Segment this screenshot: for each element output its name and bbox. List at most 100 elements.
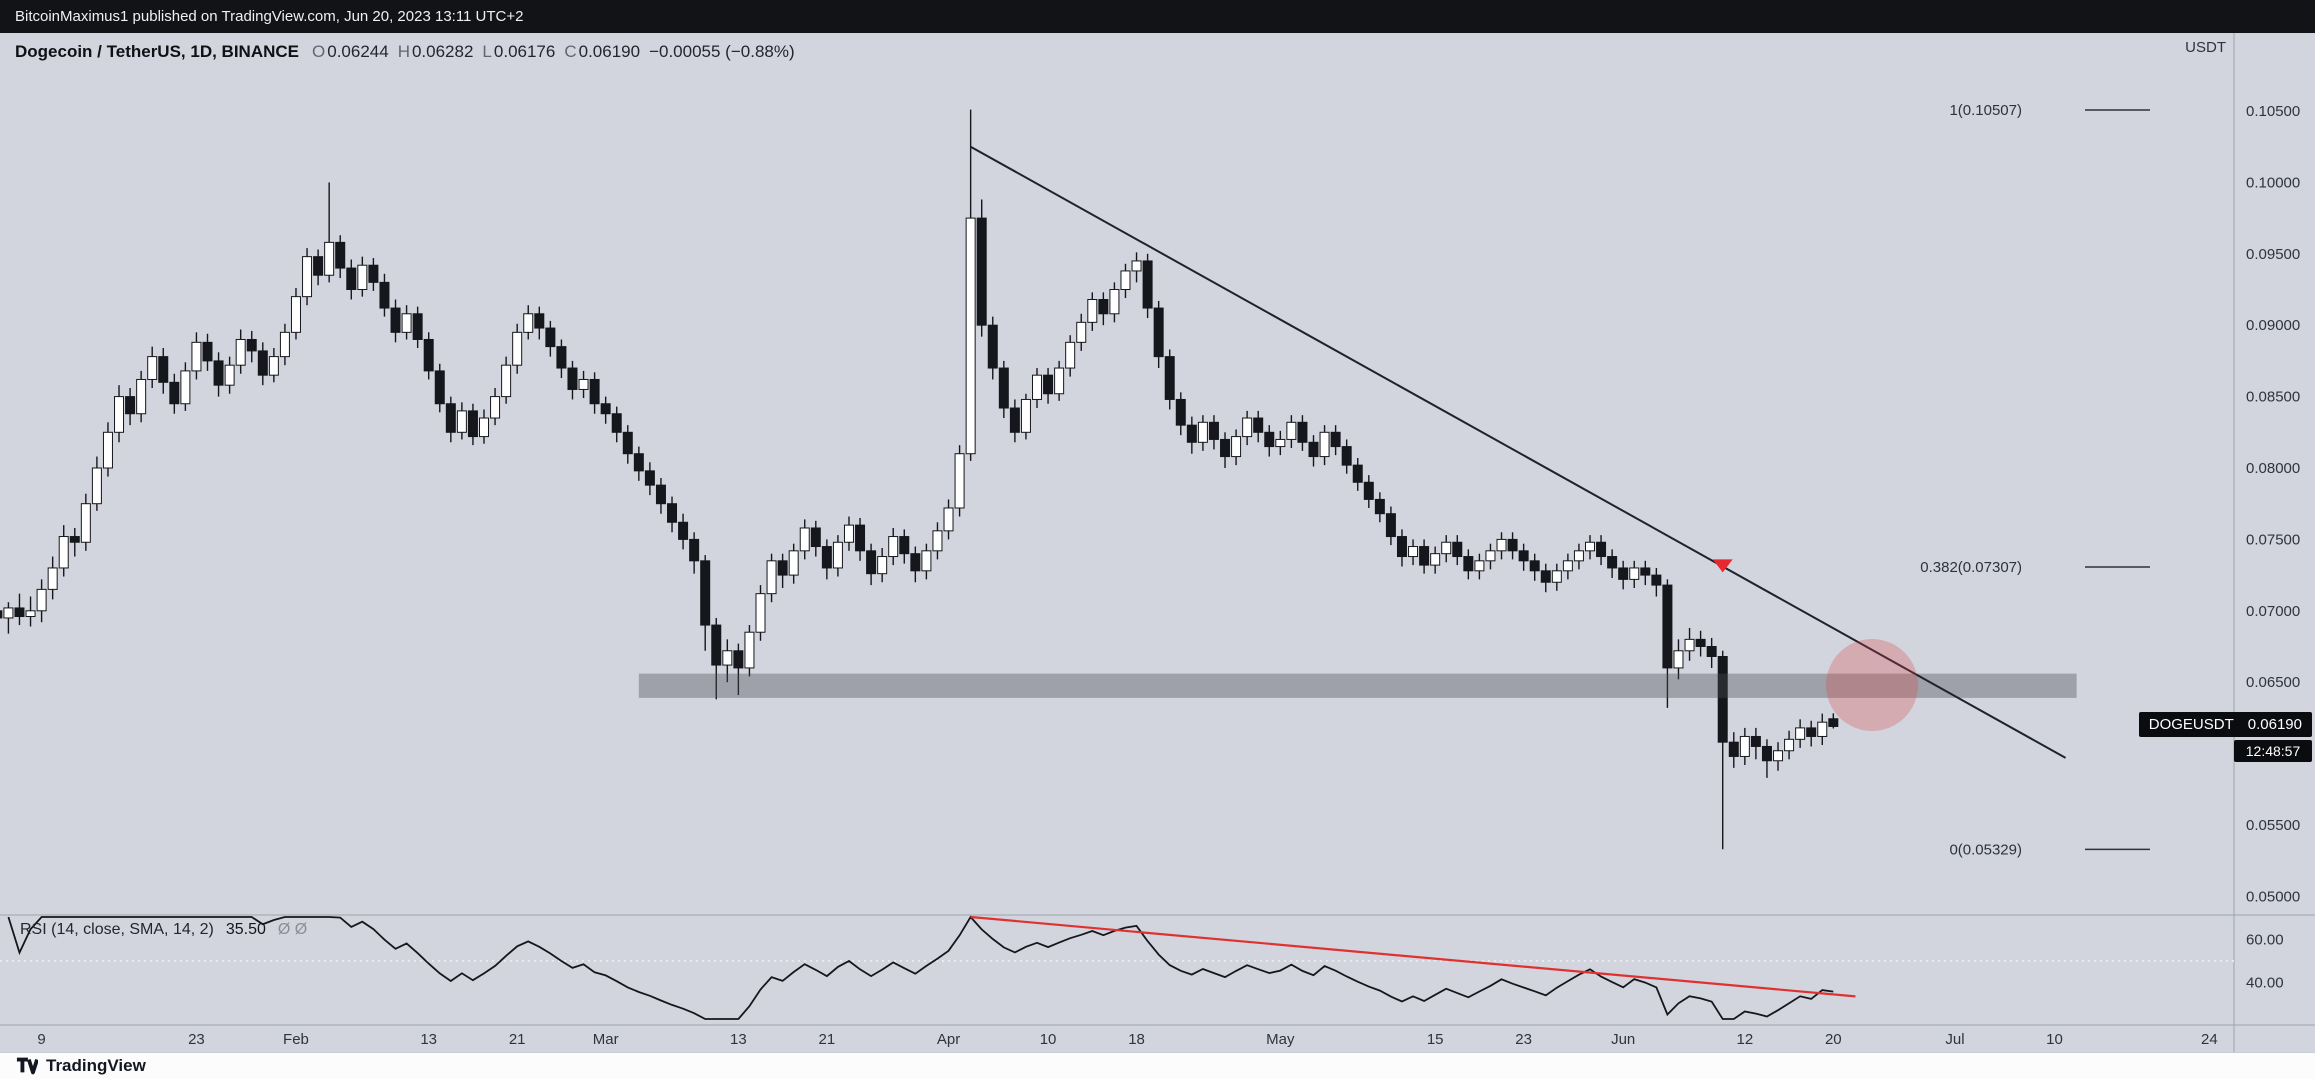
high-value: 0.06282 — [411, 42, 474, 61]
price-tick-label: 0.09500 — [2246, 246, 2300, 263]
candle-body — [25, 610, 36, 618]
candle-body — [877, 556, 888, 575]
descending-trendline[interactable] — [970, 145, 2067, 759]
footer-bar: TradingView — [0, 1052, 2315, 1079]
candle-body — [1175, 398, 1186, 426]
candle-body — [257, 350, 268, 376]
candle-body — [1164, 356, 1175, 400]
candle-body — [954, 453, 965, 509]
candle-body — [213, 360, 224, 386]
candle-body — [224, 364, 235, 386]
candle-body — [36, 588, 47, 612]
candle-body — [1374, 498, 1385, 515]
time-tick-label: Jun — [1611, 1031, 1635, 1048]
quote-unit-label: USDT — [2185, 39, 2226, 56]
candle-body — [58, 536, 69, 569]
sell-signal-marker[interactable] — [1712, 559, 1733, 573]
candle-body — [921, 550, 932, 572]
price-tag-price: 0.06190 — [2247, 716, 2302, 734]
open-value: 0.06244 — [327, 42, 389, 61]
candle-body — [136, 378, 147, 415]
low-letter: L — [482, 42, 492, 61]
candle-body — [1629, 567, 1640, 580]
candle-body — [479, 417, 489, 438]
candle-body — [379, 281, 390, 309]
candle-body — [1529, 560, 1540, 572]
candle-body — [302, 256, 313, 298]
candle-body — [1828, 718, 1839, 727]
candle-body — [711, 624, 722, 666]
price-tick-label: 0.10000 — [2246, 174, 2300, 191]
candle-body — [357, 264, 368, 290]
candle-body — [855, 524, 866, 552]
candle-body — [335, 241, 346, 269]
candle-body — [633, 453, 644, 472]
rsi-tick-label: 40.00 — [2246, 974, 2284, 991]
candle-body — [932, 530, 943, 552]
symbol-legend: Dogecoin / TetherUS, 1D, BINANCE O 0.062… — [15, 42, 795, 62]
candle-body — [1231, 436, 1242, 458]
candle-body — [1463, 556, 1474, 572]
candle-body — [689, 538, 700, 562]
candle-body — [324, 241, 335, 276]
candle-body — [1673, 650, 1684, 669]
candle-body — [1507, 538, 1518, 552]
candle-body — [1186, 424, 1197, 443]
candle-body — [1020, 398, 1031, 433]
candle-body — [1385, 513, 1396, 538]
price-tag-symbol: DOGEUSDT — [2148, 716, 2234, 734]
support-zone[interactable] — [638, 673, 2077, 698]
time-tick-label: 9 — [37, 1031, 45, 1048]
candle-body — [1596, 541, 1607, 558]
candle-body — [1076, 321, 1087, 343]
candle-body — [1684, 638, 1695, 652]
candle-body — [866, 550, 877, 575]
candle-body — [1562, 560, 1573, 572]
candle-body — [821, 546, 832, 569]
candle-body — [1009, 407, 1020, 433]
candle-body — [246, 338, 257, 352]
candle-body — [1131, 260, 1142, 272]
time-tick-label: 10 — [2046, 1031, 2063, 1048]
low-value: 0.06176 — [493, 42, 556, 61]
candle-body — [1817, 721, 1828, 737]
candle-body — [1319, 431, 1330, 458]
time-tick-label: 13 — [730, 1031, 747, 1048]
candle-body — [1706, 646, 1717, 657]
candle-body — [467, 410, 478, 438]
candle-body — [14, 607, 25, 618]
candle-body — [523, 313, 534, 333]
candle-body — [0, 610, 3, 619]
price-tick-label: 0.07000 — [2246, 603, 2300, 620]
candle-body — [722, 650, 733, 666]
candle-body — [1784, 738, 1795, 752]
candle-body — [888, 536, 899, 558]
high-letter: H — [397, 42, 410, 61]
candle-body — [501, 364, 512, 398]
symbol-title[interactable]: Dogecoin / TetherUS, 1D, BINANCE — [15, 42, 299, 61]
rsi-value: 35.50 — [225, 921, 266, 938]
candle-body — [744, 631, 755, 669]
candle-body — [1032, 374, 1042, 400]
candle-body — [456, 410, 467, 433]
candle-body — [158, 356, 169, 383]
candle-body — [401, 313, 412, 333]
rsi-line — [7, 915, 1834, 1020]
footer-brand[interactable]: TradingView — [46, 1056, 146, 1075]
candle-body — [1474, 560, 1485, 572]
candle-body — [1286, 421, 1297, 440]
price-tick-label: 0.06500 — [2246, 674, 2300, 691]
time-tick-label: 23 — [1515, 1031, 1532, 1048]
time-tick-label: May — [1266, 1031, 1295, 1048]
candle-body — [600, 403, 611, 415]
candle-body — [1153, 307, 1164, 358]
candle-body — [1308, 441, 1319, 458]
candle-body — [1264, 431, 1275, 448]
candle-body — [412, 313, 423, 340]
candle-body — [1441, 541, 1452, 555]
rsi-title[interactable]: RSI (14, close, SMA, 14, 2) — [20, 921, 214, 938]
candle-body — [611, 413, 622, 433]
price-tick-label: 0.09000 — [2246, 317, 2300, 334]
rsi-trendline[interactable] — [970, 915, 1856, 998]
